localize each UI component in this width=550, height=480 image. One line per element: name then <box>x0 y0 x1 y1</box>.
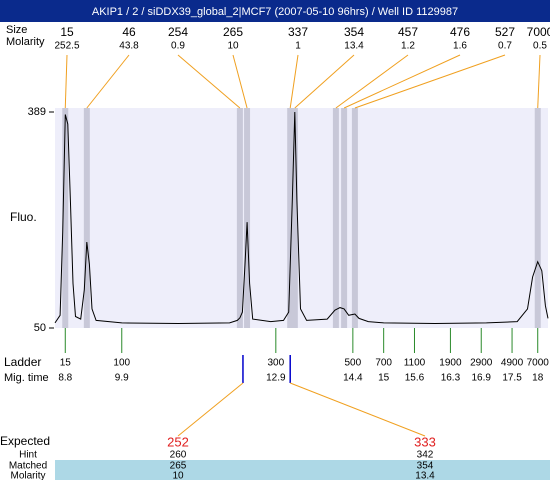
peak-band <box>351 108 358 328</box>
peak-size: 265 <box>223 25 243 39</box>
peak-band <box>287 108 294 328</box>
peak-size: 7000 <box>527 25 550 39</box>
ladder-time: 15.6 <box>405 373 425 384</box>
ladder-size: 1100 <box>404 358 426 369</box>
ladder-time: 16.3 <box>441 373 461 384</box>
ladder-size: 4900 <box>501 358 524 369</box>
peak-size: 15 <box>60 25 74 39</box>
peak-molarity: 1.6 <box>453 41 467 52</box>
expected-row-value: 265 <box>170 461 187 472</box>
row-label: Molarity <box>10 471 45 480</box>
ladder-time: 16.9 <box>472 373 492 384</box>
expected-row-value: 342 <box>417 450 434 461</box>
plot-area <box>55 108 548 328</box>
peak-molarity: 13.4 <box>344 41 364 52</box>
peak-connector <box>343 54 461 109</box>
expected-row-value: 10 <box>172 471 184 480</box>
ladder-time: 12.9 <box>266 373 286 384</box>
ladder-time: 8.8 <box>58 373 72 384</box>
chart-title: AKIP1 / 2 / siDDX39_global_2|MCF7 (2007-… <box>92 6 458 18</box>
expected-value: 333 <box>414 434 436 449</box>
ladder-size: 15 <box>60 358 72 369</box>
ladder-size: 300 <box>267 358 284 369</box>
peak-band <box>62 108 69 328</box>
ladder-size: 500 <box>345 358 362 369</box>
peak-band <box>534 108 541 328</box>
peak-connector <box>537 54 541 109</box>
peak-connector <box>86 54 130 109</box>
peak-band <box>83 108 90 328</box>
expected-connector <box>290 382 426 437</box>
ladder-time: 18 <box>532 373 544 384</box>
peak-band <box>291 108 298 328</box>
peak-connector <box>177 54 241 109</box>
peak-connector <box>354 54 506 109</box>
peak-band <box>332 108 339 328</box>
ladder-size: 100 <box>113 358 130 369</box>
expected-label: Expected <box>0 434 50 448</box>
peak-size: 457 <box>398 25 418 39</box>
peak-connector <box>294 54 355 109</box>
peak-connector <box>289 54 299 109</box>
peak-band <box>236 108 243 328</box>
ladder-label: Ladder <box>4 355 41 369</box>
ladder-size: 700 <box>375 358 392 369</box>
row-label: Molarity <box>6 36 45 48</box>
matched-band <box>55 460 550 480</box>
y-tick-label: 50 <box>34 322 46 334</box>
peak-size: 354 <box>344 25 364 39</box>
expected-value: 252 <box>167 434 189 449</box>
expected-connector <box>177 382 244 437</box>
peak-molarity: 0.9 <box>171 41 185 52</box>
peak-size: 337 <box>288 25 308 39</box>
ladder-time: 9.9 <box>115 373 129 384</box>
expected-row-value: 354 <box>417 461 434 472</box>
ladder-time: 15 <box>378 373 390 384</box>
peak-connector <box>232 54 248 109</box>
title-bar <box>0 0 550 22</box>
peak-molarity: 0.5 <box>533 41 547 52</box>
ladder-size: 7000 <box>527 358 550 369</box>
peak-size: 527 <box>495 25 515 39</box>
ladder-time: 14.4 <box>343 373 363 384</box>
peak-molarity: 252.5 <box>54 41 79 52</box>
peak-connector <box>64 54 68 109</box>
ladder-time: 17.5 <box>502 373 522 384</box>
ladder-size: 2900 <box>470 358 493 369</box>
trace <box>54 111 549 325</box>
row-label: Matched <box>9 461 47 472</box>
peak-size: 46 <box>122 25 136 39</box>
peak-molarity: 1 <box>295 41 301 52</box>
ladder-size: 1900 <box>439 358 462 369</box>
peak-size: 254 <box>168 25 188 39</box>
peak-molarity: 43.8 <box>119 41 139 52</box>
peak-molarity: 10 <box>227 41 239 52</box>
expected-row-value: 260 <box>170 450 187 461</box>
row-label: Size <box>6 24 27 36</box>
peak-band <box>341 108 348 328</box>
expected-row-value: 13.4 <box>415 471 435 480</box>
peak-connector <box>335 54 409 109</box>
y-tick-label: 389 <box>28 106 46 118</box>
peak-molarity: 1.2 <box>401 41 415 52</box>
peak-band <box>244 108 251 328</box>
mig-time-label: Mig. time <box>4 372 49 384</box>
y-axis-label: Fluo. <box>10 210 37 224</box>
peak-size: 476 <box>450 25 470 39</box>
peak-molarity: 0.7 <box>498 41 512 52</box>
row-label: Hint <box>19 450 37 461</box>
